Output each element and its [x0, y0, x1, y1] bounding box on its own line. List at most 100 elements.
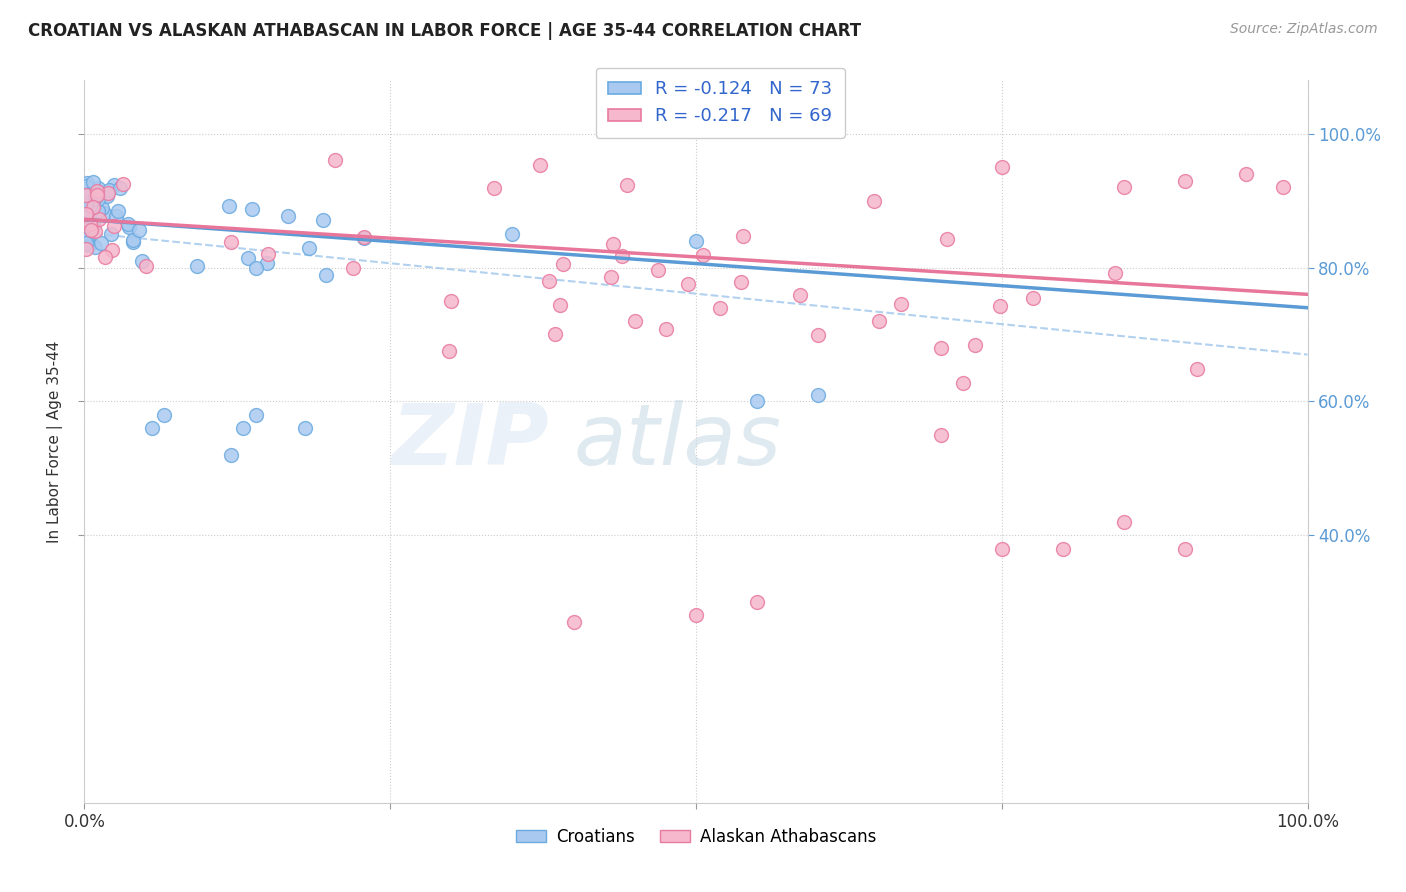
Point [75, 188, 97, 202]
Point [1104, 266, 1126, 280]
Point [789, 288, 811, 302]
Point [76, 189, 98, 203]
Point [75, 242, 97, 256]
Point [600, 270, 623, 285]
Point [111, 178, 134, 192]
Point [991, 541, 1014, 556]
Point [676, 277, 699, 291]
Point [86, 184, 108, 198]
Point [75, 219, 97, 233]
Point [1272, 180, 1295, 194]
Point [75, 187, 97, 202]
Point [122, 235, 145, 249]
Point [87, 204, 110, 219]
Point [647, 263, 669, 277]
Point [86, 187, 108, 202]
Point [952, 376, 974, 391]
Point [83, 192, 105, 206]
Point [186, 259, 208, 273]
Point [1174, 173, 1197, 188]
Point [90, 236, 112, 251]
Point [87, 192, 110, 206]
Point [76, 227, 98, 242]
Point [353, 229, 375, 244]
Point [437, 343, 460, 358]
Point [93, 205, 115, 219]
Point [1185, 362, 1208, 376]
Point [82, 200, 104, 214]
Point [482, 181, 505, 195]
Point [562, 615, 585, 630]
Text: ZIP: ZIP [391, 400, 550, 483]
Point [76, 219, 98, 233]
Point [709, 301, 731, 315]
Point [79, 221, 101, 235]
Point [97, 183, 120, 197]
Point [236, 251, 259, 265]
Point [75, 235, 97, 250]
Point [551, 258, 574, 272]
Text: CROATIAN VS ALASKAN ATHABASCAN IN LABOR FORCE | AGE 35-44 CORRELATION CHART: CROATIAN VS ALASKAN ATHABASCAN IN LABOR … [28, 22, 862, 40]
Point [256, 255, 278, 269]
Point [135, 259, 157, 273]
Point [153, 408, 176, 422]
Point [79, 222, 101, 236]
Point [257, 247, 280, 261]
Point [807, 387, 830, 401]
Point [87, 212, 110, 227]
Point [440, 294, 463, 309]
Point [79, 199, 101, 213]
Point [97, 186, 120, 200]
Point [616, 178, 638, 193]
Point [101, 244, 124, 258]
Point [84, 240, 107, 254]
Point [94, 250, 117, 264]
Legend: Croatians, Alaskan Athabascans: Croatians, Alaskan Athabascans [509, 821, 883, 852]
Point [84, 224, 107, 238]
Point [1114, 180, 1136, 194]
Point [131, 254, 153, 268]
Point [76, 176, 98, 190]
Point [91, 201, 114, 215]
Point [103, 219, 125, 233]
Point [990, 299, 1012, 313]
Point [76, 237, 98, 252]
Point [75, 219, 97, 233]
Point [103, 178, 125, 192]
Y-axis label: In Labor Force | Age 35-44: In Labor Force | Age 35-44 [46, 341, 63, 542]
Point [294, 421, 316, 435]
Point [963, 338, 986, 352]
Point [75, 207, 97, 221]
Point [1022, 292, 1045, 306]
Point [82, 217, 104, 231]
Text: Source: ZipAtlas.com: Source: ZipAtlas.com [1230, 22, 1378, 37]
Point [82, 174, 104, 188]
Point [529, 158, 551, 172]
Point [277, 210, 299, 224]
Point [75, 198, 97, 212]
Point [655, 322, 678, 336]
Point [538, 274, 561, 288]
Text: atlas: atlas [574, 400, 782, 483]
Point [79, 217, 101, 231]
Point [502, 227, 524, 242]
Point [550, 298, 572, 312]
Point [87, 203, 110, 218]
Point [936, 232, 959, 246]
Point [141, 421, 163, 435]
Point [219, 448, 242, 462]
Point [245, 408, 267, 422]
Point [100, 227, 122, 242]
Point [122, 233, 145, 247]
Point [612, 249, 634, 263]
Point [323, 153, 346, 167]
Point [128, 223, 150, 237]
Point [87, 180, 110, 194]
Point [298, 241, 321, 255]
Point [602, 236, 624, 251]
Point [1052, 541, 1074, 556]
Point [82, 219, 104, 234]
Point [79, 223, 101, 237]
Point [342, 260, 364, 275]
Point [117, 219, 139, 234]
